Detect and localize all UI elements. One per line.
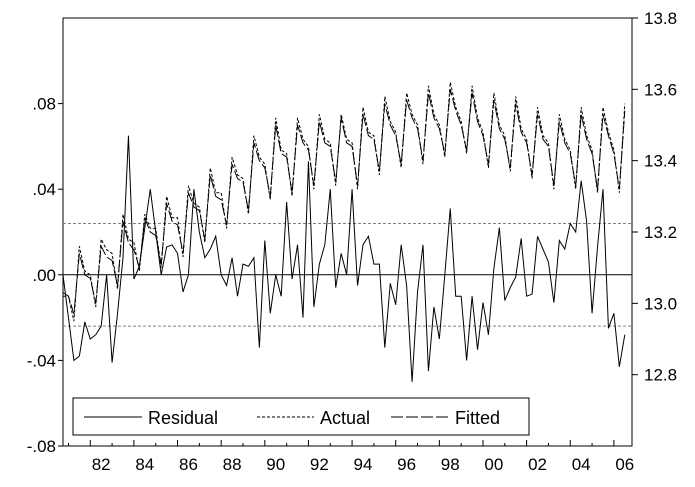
legend-residual-label: Residual: [148, 408, 218, 428]
series-residual-line: [62, 135, 626, 382]
left-axis-tick-label: -.04: [27, 351, 56, 370]
x-axis-tick-label: 04: [572, 455, 591, 474]
x-axis-tick-label: 92: [310, 455, 329, 474]
legend: Residual Actual Fitted: [72, 397, 530, 436]
x-axis-tick-label: 88: [223, 455, 242, 474]
x-axis-tick-label: 02: [528, 455, 547, 474]
right-axis-tick-label: 13.6: [644, 80, 677, 99]
right-axis-tick-label: 13.2: [644, 223, 677, 242]
legend-actual-label: Actual: [320, 408, 370, 428]
x-axis-tick-label: 06: [615, 455, 634, 474]
left-axis-tick-label: .00: [32, 266, 56, 285]
right-axis-tick-label: 13.8: [644, 9, 677, 28]
x-axis-tick-label: 82: [92, 455, 111, 474]
series-actual-line: [63, 82, 626, 322]
left-axis-tick-label: -.08: [27, 437, 56, 456]
left-axis-tick-label: .08: [32, 95, 56, 114]
right-axis-tick-label: 12.8: [644, 366, 677, 385]
plot-frame: [62, 17, 633, 447]
x-axis-tick-label: 90: [266, 455, 285, 474]
right-axis-tick-label: 13.0: [644, 294, 677, 313]
x-axis-tick-label: 84: [135, 455, 154, 474]
x-axis-tick-label: 96: [397, 455, 416, 474]
legend-box: [72, 397, 530, 436]
legend-fitted-label: Fitted: [455, 408, 500, 428]
series-fitted-line: [62, 89, 626, 315]
x-axis-tick-label: 00: [484, 455, 503, 474]
x-axis-tick-label: 86: [179, 455, 198, 474]
left-axis-tick-label: .04: [32, 180, 56, 199]
x-axis-tick-label: 94: [354, 455, 373, 474]
x-axis-tick-label: 98: [441, 455, 460, 474]
right-axis-tick-label: 13.4: [644, 152, 677, 171]
